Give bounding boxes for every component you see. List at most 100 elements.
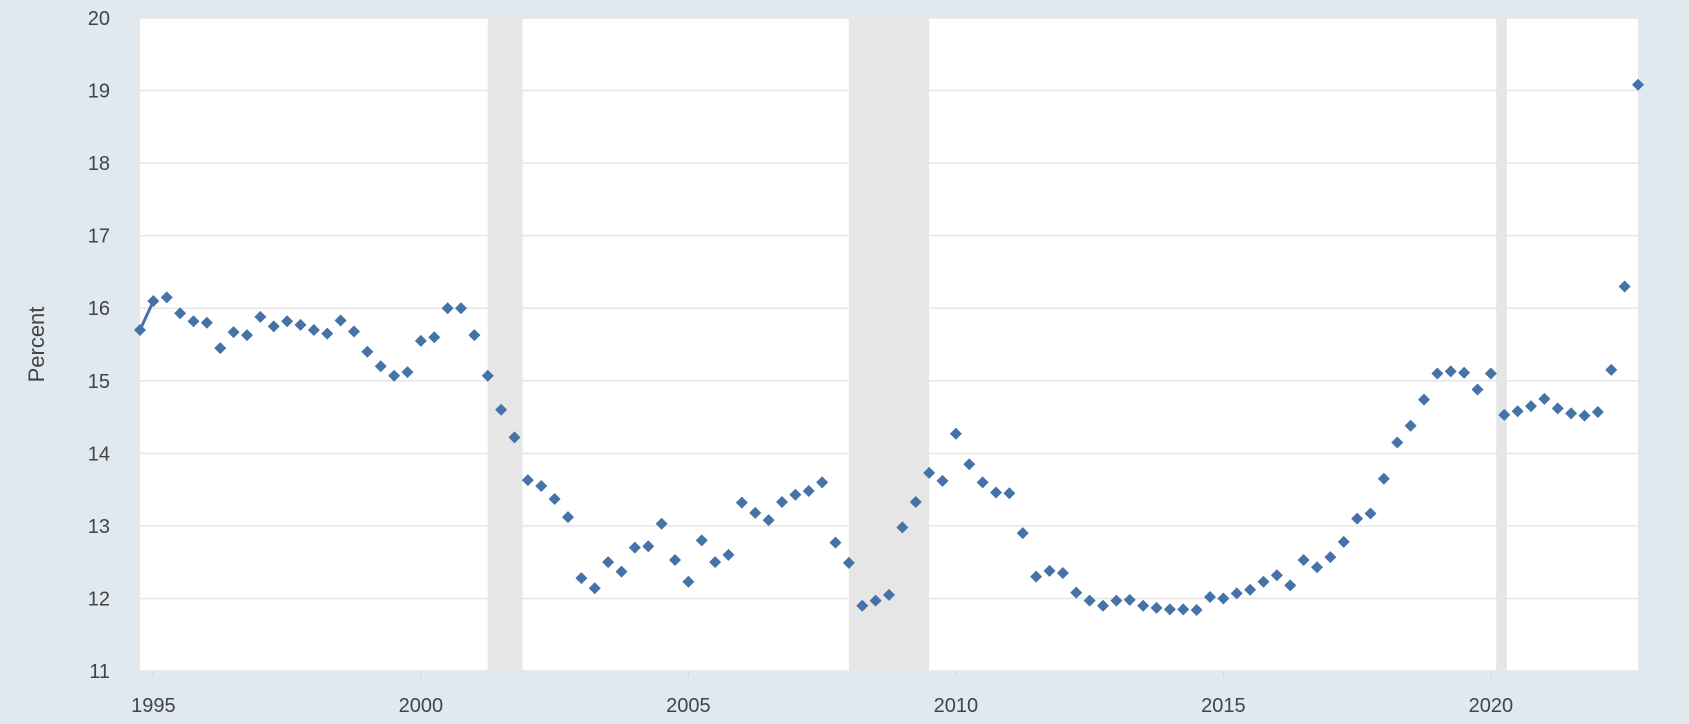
data-point[interactable]	[200, 316, 213, 329]
data-point[interactable]	[762, 514, 775, 527]
data-point[interactable]	[1418, 393, 1430, 406]
data-point[interactable]	[1070, 586, 1083, 599]
data-point[interactable]	[802, 485, 815, 498]
data-point[interactable]	[1498, 408, 1511, 421]
data-point[interactable]	[963, 458, 976, 471]
data-point[interactable]	[1270, 569, 1283, 582]
data-point[interactable]	[883, 588, 895, 601]
data-point[interactable]	[1538, 392, 1551, 405]
data-point[interactable]	[361, 345, 374, 358]
data-point[interactable]	[669, 553, 681, 566]
data-point[interactable]	[481, 369, 494, 382]
data-point[interactable]	[495, 403, 508, 416]
data-point[interactable]	[1431, 367, 1444, 380]
data-point[interactable]	[414, 334, 427, 347]
data-point[interactable]	[749, 506, 762, 519]
data-point[interactable]	[1591, 405, 1604, 418]
data-point[interactable]	[388, 369, 401, 382]
data-point[interactable]	[588, 582, 601, 595]
data-point[interactable]	[735, 496, 748, 509]
data-point[interactable]	[896, 521, 909, 534]
data-point[interactable]	[1177, 603, 1190, 616]
data-point[interactable]	[1043, 564, 1056, 577]
data-point[interactable]	[1284, 579, 1297, 592]
data-point[interactable]	[1003, 487, 1016, 500]
data-point[interactable]	[1150, 601, 1163, 614]
data-point[interactable]	[147, 294, 160, 307]
data-point[interactable]	[535, 479, 548, 492]
data-point[interactable]	[1351, 512, 1364, 525]
data-point[interactable]	[227, 326, 240, 339]
data-point[interactable]	[1016, 527, 1029, 540]
data-point[interactable]	[1324, 551, 1337, 564]
data-point[interactable]	[1297, 553, 1310, 566]
data-point[interactable]	[816, 476, 829, 489]
data-point[interactable]	[548, 493, 561, 506]
data-point[interactable]	[1525, 400, 1537, 413]
data-point[interactable]	[789, 488, 802, 501]
data-point[interactable]	[1030, 570, 1043, 583]
data-point[interactable]	[134, 323, 146, 336]
data-point[interactable]	[562, 511, 574, 524]
data-point[interactable]	[575, 572, 588, 585]
data-point[interactable]	[1163, 603, 1176, 616]
data-point[interactable]	[1056, 567, 1069, 580]
data-point[interactable]	[842, 556, 855, 569]
data-point[interactable]	[521, 474, 534, 487]
data-point[interactable]	[267, 320, 280, 333]
data-point[interactable]	[1217, 592, 1230, 605]
data-point[interactable]	[1311, 561, 1323, 574]
data-point[interactable]	[695, 534, 708, 547]
data-point[interactable]	[869, 594, 882, 607]
data-point[interactable]	[1632, 78, 1644, 91]
data-point[interactable]	[1364, 507, 1377, 520]
data-point[interactable]	[628, 541, 641, 554]
data-point[interactable]	[615, 565, 628, 578]
data-point[interactable]	[348, 325, 360, 338]
data-point[interactable]	[722, 548, 735, 561]
data-point[interactable]	[374, 360, 387, 373]
data-point[interactable]	[1123, 593, 1136, 606]
data-point[interactable]	[1618, 280, 1631, 293]
data-point[interactable]	[1204, 590, 1216, 603]
data-point[interactable]	[334, 314, 347, 327]
data-point[interactable]	[455, 302, 467, 315]
data-point[interactable]	[441, 302, 454, 315]
data-point[interactable]	[909, 495, 922, 508]
data-point[interactable]	[1083, 594, 1096, 607]
data-point[interactable]	[254, 310, 267, 323]
data-point[interactable]	[709, 556, 722, 569]
data-point[interactable]	[1230, 587, 1243, 600]
data-point[interactable]	[1244, 583, 1257, 596]
data-point[interactable]	[936, 474, 949, 487]
data-point[interactable]	[307, 323, 320, 336]
data-point[interactable]	[990, 486, 1002, 499]
data-point[interactable]	[1110, 594, 1123, 607]
data-point[interactable]	[214, 342, 227, 355]
data-point[interactable]	[508, 431, 521, 444]
data-point[interactable]	[976, 476, 989, 489]
data-point[interactable]	[856, 599, 869, 612]
data-point[interactable]	[655, 517, 668, 530]
data-point[interactable]	[1578, 409, 1591, 422]
data-point[interactable]	[1458, 366, 1471, 379]
data-point[interactable]	[776, 495, 788, 508]
data-point[interactable]	[1404, 419, 1417, 432]
data-point[interactable]	[468, 329, 481, 342]
data-point[interactable]	[241, 329, 253, 342]
data-point[interactable]	[1190, 604, 1203, 617]
data-point[interactable]	[1097, 599, 1109, 612]
data-point[interactable]	[923, 466, 936, 479]
data-point[interactable]	[1551, 402, 1564, 415]
data-point[interactable]	[1391, 436, 1404, 449]
data-point[interactable]	[829, 536, 842, 549]
data-point[interactable]	[174, 307, 187, 320]
data-point[interactable]	[1337, 535, 1350, 548]
data-point[interactable]	[1605, 363, 1618, 376]
data-point[interactable]	[187, 315, 200, 328]
data-point[interactable]	[949, 427, 962, 440]
data-point[interactable]	[1377, 472, 1390, 485]
data-point[interactable]	[1471, 383, 1484, 396]
data-point[interactable]	[160, 291, 173, 304]
data-point[interactable]	[1137, 599, 1150, 612]
